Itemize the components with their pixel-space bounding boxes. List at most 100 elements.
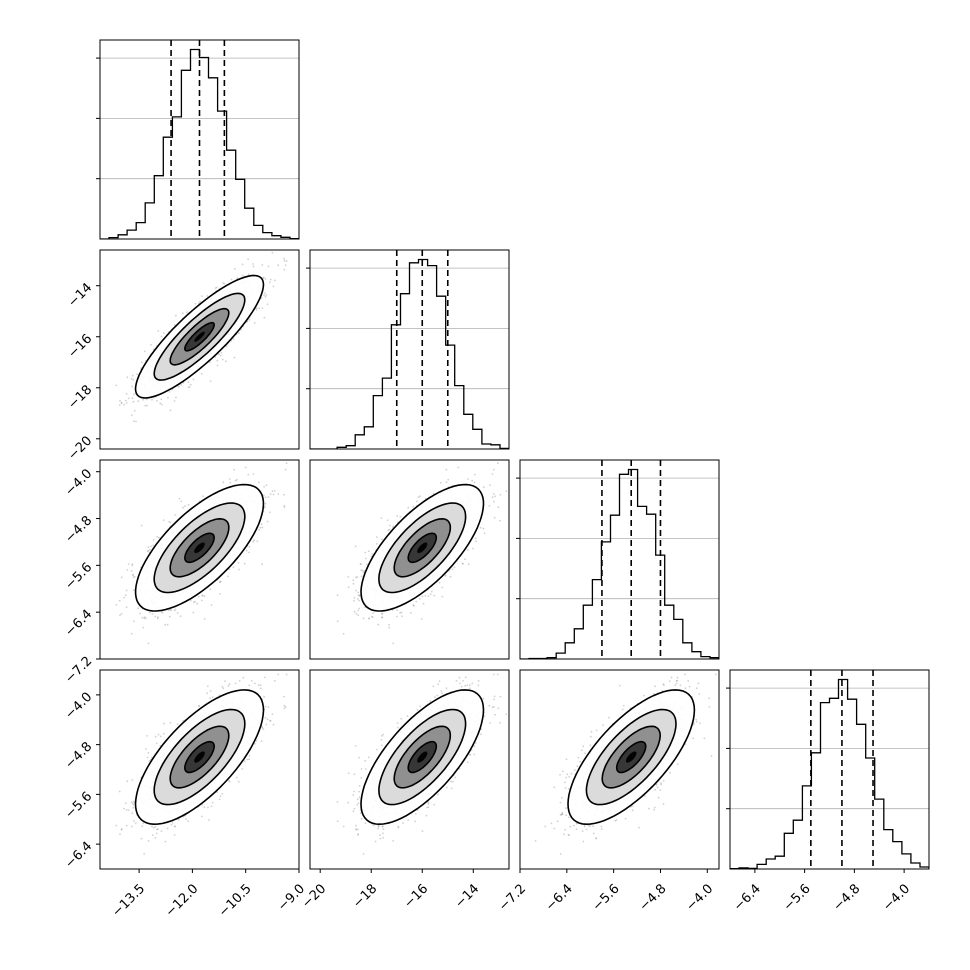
scatter-point	[178, 497, 181, 500]
scatter-point	[143, 617, 146, 620]
scatter-point	[244, 466, 247, 469]
scatter-point	[189, 383, 192, 386]
scatter-point	[255, 308, 258, 311]
scatter-point	[152, 539, 155, 541]
scatter-point	[264, 506, 266, 509]
scatter-point	[186, 311, 188, 314]
scatter-point	[277, 264, 280, 267]
panel-frame	[309, 249, 510, 450]
scatter-point	[160, 335, 163, 338]
scatter-point	[132, 574, 135, 576]
scatter-point	[245, 549, 248, 552]
scatter-point	[164, 623, 167, 626]
scatter-point	[203, 618, 206, 620]
scatter-point	[233, 268, 236, 270]
scatter-point	[252, 473, 255, 475]
scatter-point	[147, 549, 150, 552]
scatter-point	[168, 520, 171, 523]
scatter-point	[258, 529, 261, 531]
scatter-point	[188, 386, 191, 388]
scatter-point	[161, 612, 164, 614]
scatter-point	[283, 504, 286, 507]
scatter-point	[223, 282, 226, 285]
scatter-point	[145, 398, 148, 401]
histogram-1	[310, 258, 509, 449]
scatter-point	[262, 276, 265, 279]
scatter-point	[120, 576, 123, 579]
scatter-point	[241, 274, 244, 277]
scatter-point	[253, 539, 255, 542]
scatter-point	[146, 404, 149, 407]
scatter-point	[200, 372, 203, 375]
scatter-point	[169, 521, 172, 524]
scatter-point	[187, 503, 190, 506]
scatter-point	[124, 399, 127, 402]
scatter-point	[160, 610, 163, 613]
scatter-point	[148, 611, 151, 614]
scatter-point	[137, 607, 140, 610]
scatter-point	[271, 490, 274, 493]
scatter-point	[229, 481, 232, 484]
scatter-point	[180, 383, 183, 386]
scatter-point	[142, 398, 145, 401]
scatter-point	[149, 548, 151, 551]
scatter-point	[166, 623, 169, 626]
scatter-point	[137, 400, 140, 403]
scatter-point	[126, 569, 129, 571]
scatter-point	[133, 393, 135, 396]
y-tick-label: −20	[65, 433, 95, 463]
scatter-point	[266, 520, 269, 523]
scatter-point	[156, 617, 159, 620]
scatter-point	[151, 613, 154, 615]
scatter-point	[154, 615, 157, 618]
panel-1-0: −14−16−18−20	[65, 249, 300, 463]
scatter-point	[118, 404, 121, 406]
scatter-point	[228, 478, 231, 480]
scatter-point	[140, 524, 143, 527]
panel-1-1	[306, 249, 510, 450]
scatter-point	[120, 612, 123, 615]
scatter-point	[264, 496, 267, 499]
y-tick-label: −16	[65, 331, 95, 361]
scatter-point	[197, 595, 200, 598]
scatter-point	[132, 576, 135, 578]
scatter-point	[283, 493, 285, 496]
scatter-point	[263, 294, 265, 297]
scatter-point	[173, 609, 176, 612]
scatter-point	[127, 397, 130, 400]
scatter-point	[265, 294, 268, 296]
scatter-point	[225, 360, 227, 363]
scatter-point	[144, 617, 147, 620]
scatter-point	[222, 481, 225, 484]
scatter-point	[173, 400, 176, 402]
scatter-point	[196, 602, 199, 605]
scatter-point	[130, 570, 133, 572]
scatter-point	[187, 381, 190, 384]
scatter-point	[175, 396, 177, 399]
scatter-point	[132, 400, 135, 403]
y-tick-label: −14	[65, 280, 95, 310]
scatter-point	[146, 550, 149, 553]
panel-2-0: −4.0−4.8−5.6−6.4−7.2	[62, 459, 300, 687]
scatter-point	[272, 493, 275, 496]
scatter-point	[174, 608, 177, 611]
scatter-point	[131, 374, 134, 377]
scatter-point	[218, 353, 220, 356]
scatter-point	[252, 540, 255, 543]
scatter-point	[123, 403, 125, 406]
scatter-point	[253, 322, 256, 324]
scatter-point	[163, 332, 165, 334]
scatter-point	[131, 563, 134, 565]
scatter-point	[200, 599, 203, 602]
scatter-point	[209, 588, 212, 591]
scatter-point	[241, 263, 244, 266]
scatter-point	[174, 314, 177, 317]
scatter-point	[248, 318, 251, 321]
scatter-point	[273, 489, 276, 492]
scatter-point	[261, 264, 264, 266]
scatter-point	[260, 297, 263, 300]
scatter-point	[283, 506, 286, 509]
scatter-point	[216, 364, 219, 367]
scatter-point	[125, 589, 128, 592]
scatter-point	[285, 462, 288, 465]
